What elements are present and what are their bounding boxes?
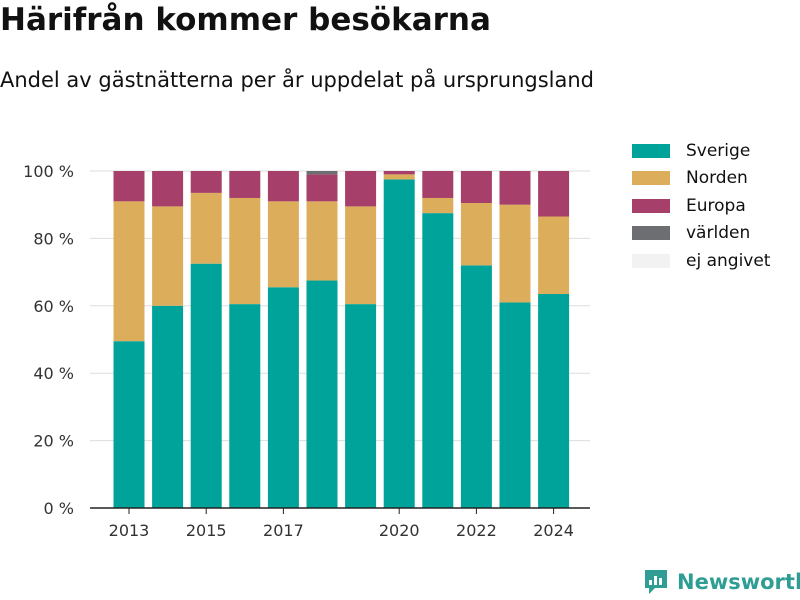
newsworthy-logo-icon (645, 570, 667, 594)
chart-title: Härifrån kommer besökarna (0, 2, 491, 38)
bar-segment (152, 206, 184, 306)
bar-segment (383, 179, 415, 509)
bar-segment (345, 171, 377, 207)
bar-segment (460, 171, 492, 204)
legend-item: Europa (632, 192, 770, 220)
bar-segment (229, 197, 261, 305)
x-tick-label: 2020 (379, 521, 420, 540)
legend-swatch (632, 253, 670, 268)
bar-segment (306, 171, 338, 175)
x-tick-label: 2015 (186, 521, 227, 540)
legend-swatch (632, 143, 670, 158)
legend: Sverige Norden Europa världen ej angivet (632, 137, 770, 275)
x-tick-label: 2017 (263, 521, 304, 540)
bar-segment (499, 204, 531, 303)
bar-segment (422, 171, 454, 198)
x-tick-label: 2024 (533, 521, 574, 540)
bar-segment (267, 287, 299, 508)
bar-segment (306, 201, 338, 281)
legend-label: världen (686, 223, 751, 244)
axes: 0 % 20 % 40 % 60 % 80 % 100 % 2013 2015 2017 2020… (23, 162, 590, 540)
bar-segment (422, 197, 454, 214)
bar-segment (499, 171, 531, 205)
bar-segment (152, 305, 184, 508)
y-tick-label: 80 % (33, 229, 74, 248)
bar-segment (306, 280, 338, 508)
legend-label: Sverige (686, 140, 751, 161)
bar-segment (383, 171, 415, 175)
bar-segment (422, 213, 454, 508)
bar-segment (229, 304, 261, 508)
bar-segment (499, 302, 531, 508)
legend-label: ej angivet (686, 250, 771, 271)
bar-segment (538, 171, 570, 217)
bar-segment (113, 201, 145, 342)
bar-segment (538, 216, 570, 295)
bar-segment (460, 265, 492, 508)
bar-segment (345, 304, 377, 508)
bars (113, 171, 570, 509)
legend-item: världen (632, 220, 770, 248)
y-tick-label: 40 % (33, 364, 74, 383)
bar-segment (190, 263, 222, 508)
bar-segment (190, 171, 222, 193)
legend-swatch (632, 198, 670, 213)
brand-name: Newsworthy (677, 570, 800, 594)
legend-label: Norden (686, 168, 748, 189)
x-tick-label: 2022 (456, 521, 497, 540)
bar-segment (190, 192, 222, 264)
legend-item: Norden (632, 165, 770, 193)
legend-label: Europa (686, 195, 746, 216)
bar-segment (345, 206, 377, 305)
x-tick-label: 2013 (109, 521, 150, 540)
legend-item: Sverige (632, 137, 770, 165)
bar-segment (113, 341, 145, 508)
bar-segment (267, 171, 299, 202)
bar-segment (113, 171, 145, 202)
bar-segment (229, 171, 261, 198)
y-tick-label: 20 % (33, 432, 74, 451)
bar-segment (152, 171, 184, 207)
legend-swatch (632, 171, 670, 186)
legend-swatch (632, 226, 670, 241)
y-tick-label: 0 % (44, 499, 74, 518)
y-tick-label: 100 % (23, 162, 74, 181)
bar-segment (306, 174, 338, 202)
legend-item: ej angivet (632, 247, 770, 275)
bar-segment (383, 174, 415, 180)
bar-segment (460, 203, 492, 266)
y-tick-label: 60 % (33, 297, 74, 316)
chart-subtitle: Andel av gästnätterna per år uppdelat på… (0, 68, 594, 92)
bar-segment (538, 294, 570, 508)
brand-logo: Newsworthy (643, 568, 800, 596)
bar-segment (267, 201, 299, 288)
